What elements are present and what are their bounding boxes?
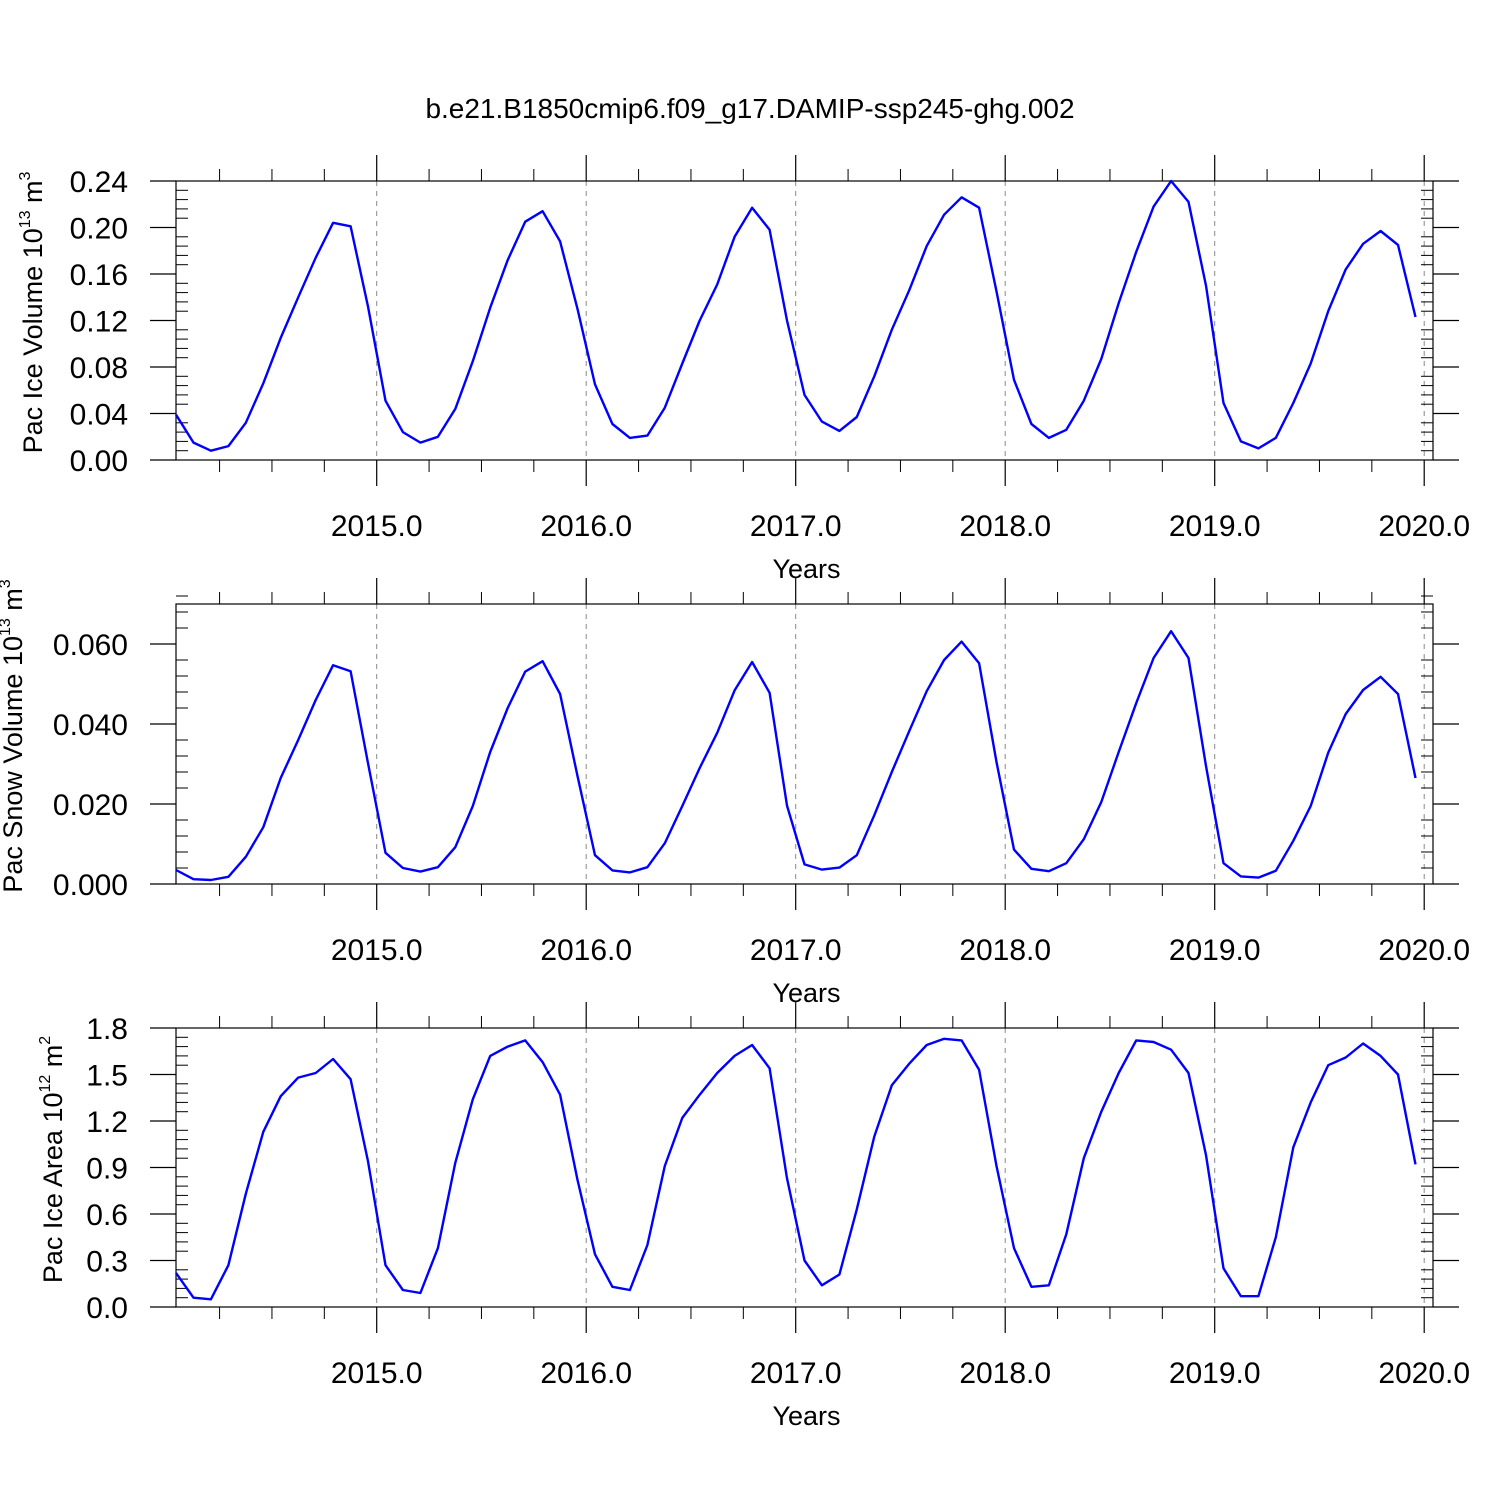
panel-ice-area: 0.0 0.3 0.6 0.9 1.2 1.5 1.8 2015.0 2016.0 2017.0… [37, 1002, 1470, 1431]
plot-frame [175, 180, 1434, 461]
figure-title: b.e21.B1850cmip6.f09_g17.DAMIP-ssp245-gh… [425, 93, 1074, 124]
x-tick-label: 2020.0 [1378, 510, 1470, 543]
y-tick-label: 0.020 [53, 789, 128, 822]
y-axis-label-base: Pac Snow Volume 10 [0, 636, 28, 893]
y-tick-label: 0.6 [86, 1199, 128, 1232]
x-tick-label: 2018.0 [959, 1357, 1051, 1390]
x-tick-label: 2015.0 [331, 1357, 423, 1390]
y-tick-label: 0.0 [86, 1292, 128, 1325]
y-tick-label: 0.20 [70, 213, 128, 246]
x-tick-label: 2016.0 [540, 510, 632, 543]
plot-frame [175, 1027, 1434, 1308]
series-line [175, 1037, 1417, 1301]
y-axis-label-unit: m [18, 180, 48, 210]
axis-ticks [150, 578, 1459, 910]
y-axis-label-base: Pac Ice Area 10 [38, 1093, 68, 1284]
x-tick-label: 2016.0 [540, 1357, 632, 1390]
y-axis-label: Pac Snow Volume 1013 m3 [0, 579, 28, 892]
y-axis-label-exponent: 13 [17, 210, 34, 228]
y-axis-label-exponent: 13 [0, 618, 14, 636]
y-tick-label: 0.040 [53, 709, 128, 742]
series-line [174, 179, 1417, 452]
plot-frame [175, 603, 1434, 885]
y-tick-labels: 0.00 0.04 0.08 0.12 0.16 0.20 0.24 [70, 166, 128, 478]
y-axis-label: Pac Ice Volume 1013 m3 [17, 171, 48, 453]
year-gridlines [376, 181, 1425, 460]
y-tick-label: 0.08 [70, 352, 128, 385]
axis-ticks [150, 155, 1459, 486]
y-tick-label: 0.9 [86, 1153, 128, 1186]
x-axis-label: Years [772, 554, 840, 584]
x-tick-label: 2017.0 [750, 1357, 842, 1390]
series-line [175, 630, 1417, 882]
y-axis-label-unit: m [0, 588, 28, 618]
axis-ticks [150, 1002, 1459, 1333]
x-tick-label: 2020.0 [1378, 934, 1470, 967]
x-tick-label: 2018.0 [959, 934, 1051, 967]
x-tick-label: 2019.0 [1169, 934, 1261, 967]
x-tick-label: 2020.0 [1378, 1357, 1470, 1390]
y-axis-label-unit-exponent: 3 [17, 171, 34, 180]
y-tick-label: 1.5 [86, 1060, 128, 1093]
year-gridlines [376, 1028, 1425, 1307]
y-axis-label-exponent: 12 [37, 1075, 54, 1093]
x-tick-label: 2015.0 [331, 934, 423, 967]
x-tick-label: 2016.0 [540, 934, 632, 967]
y-tick-label: 0.00 [70, 445, 128, 478]
y-tick-label: 0.16 [70, 259, 128, 292]
x-tick-label: 2017.0 [750, 510, 842, 543]
y-axis-label-base: Pac Ice Volume 10 [18, 228, 48, 453]
y-tick-labels: 0.0 0.3 0.6 0.9 1.2 1.5 1.8 [86, 1013, 128, 1325]
x-tick-label: 2018.0 [959, 510, 1051, 543]
y-tick-label: 0.000 [53, 869, 128, 902]
x-tick-label: 2019.0 [1169, 510, 1261, 543]
y-tick-label: 0.060 [53, 629, 128, 662]
x-tick-labels: 2015.0 2016.0 2017.0 2018.0 2019.0 2020.0 [331, 510, 1470, 543]
year-gridlines [376, 604, 1425, 884]
x-tick-label: 2019.0 [1169, 1357, 1261, 1390]
y-axis-label: Pac Ice Area 1012 m2 [37, 1036, 68, 1283]
panel-ice-volume: 0.00 0.04 0.08 0.12 0.16 0.20 0.24 2015.0 2016.… [17, 155, 1470, 584]
y-tick-label: 0.04 [70, 399, 128, 432]
y-axis-label-unit: m [38, 1045, 68, 1075]
x-tick-label: 2017.0 [750, 934, 842, 967]
x-axis-label: Years [772, 1401, 840, 1431]
y-tick-label: 1.8 [86, 1013, 128, 1046]
y-tick-label: 0.3 [86, 1246, 128, 1279]
y-tick-label: 0.12 [70, 306, 128, 339]
x-tick-labels: 2015.0 2016.0 2017.0 2018.0 2019.0 2020.0 [331, 934, 1470, 967]
y-tick-labels: 0.000 0.020 0.040 0.060 [53, 629, 128, 902]
y-axis-label-unit-exponent: 3 [0, 579, 14, 588]
x-tick-labels: 2015.0 2016.0 2017.0 2018.0 2019.0 2020.0 [331, 1357, 1470, 1390]
x-tick-label: 2015.0 [331, 510, 423, 543]
y-axis-label-unit-exponent: 2 [37, 1036, 54, 1045]
y-tick-label: 1.2 [86, 1106, 128, 1139]
x-axis-label: Years [772, 978, 840, 1008]
y-tick-label: 0.24 [70, 166, 128, 199]
